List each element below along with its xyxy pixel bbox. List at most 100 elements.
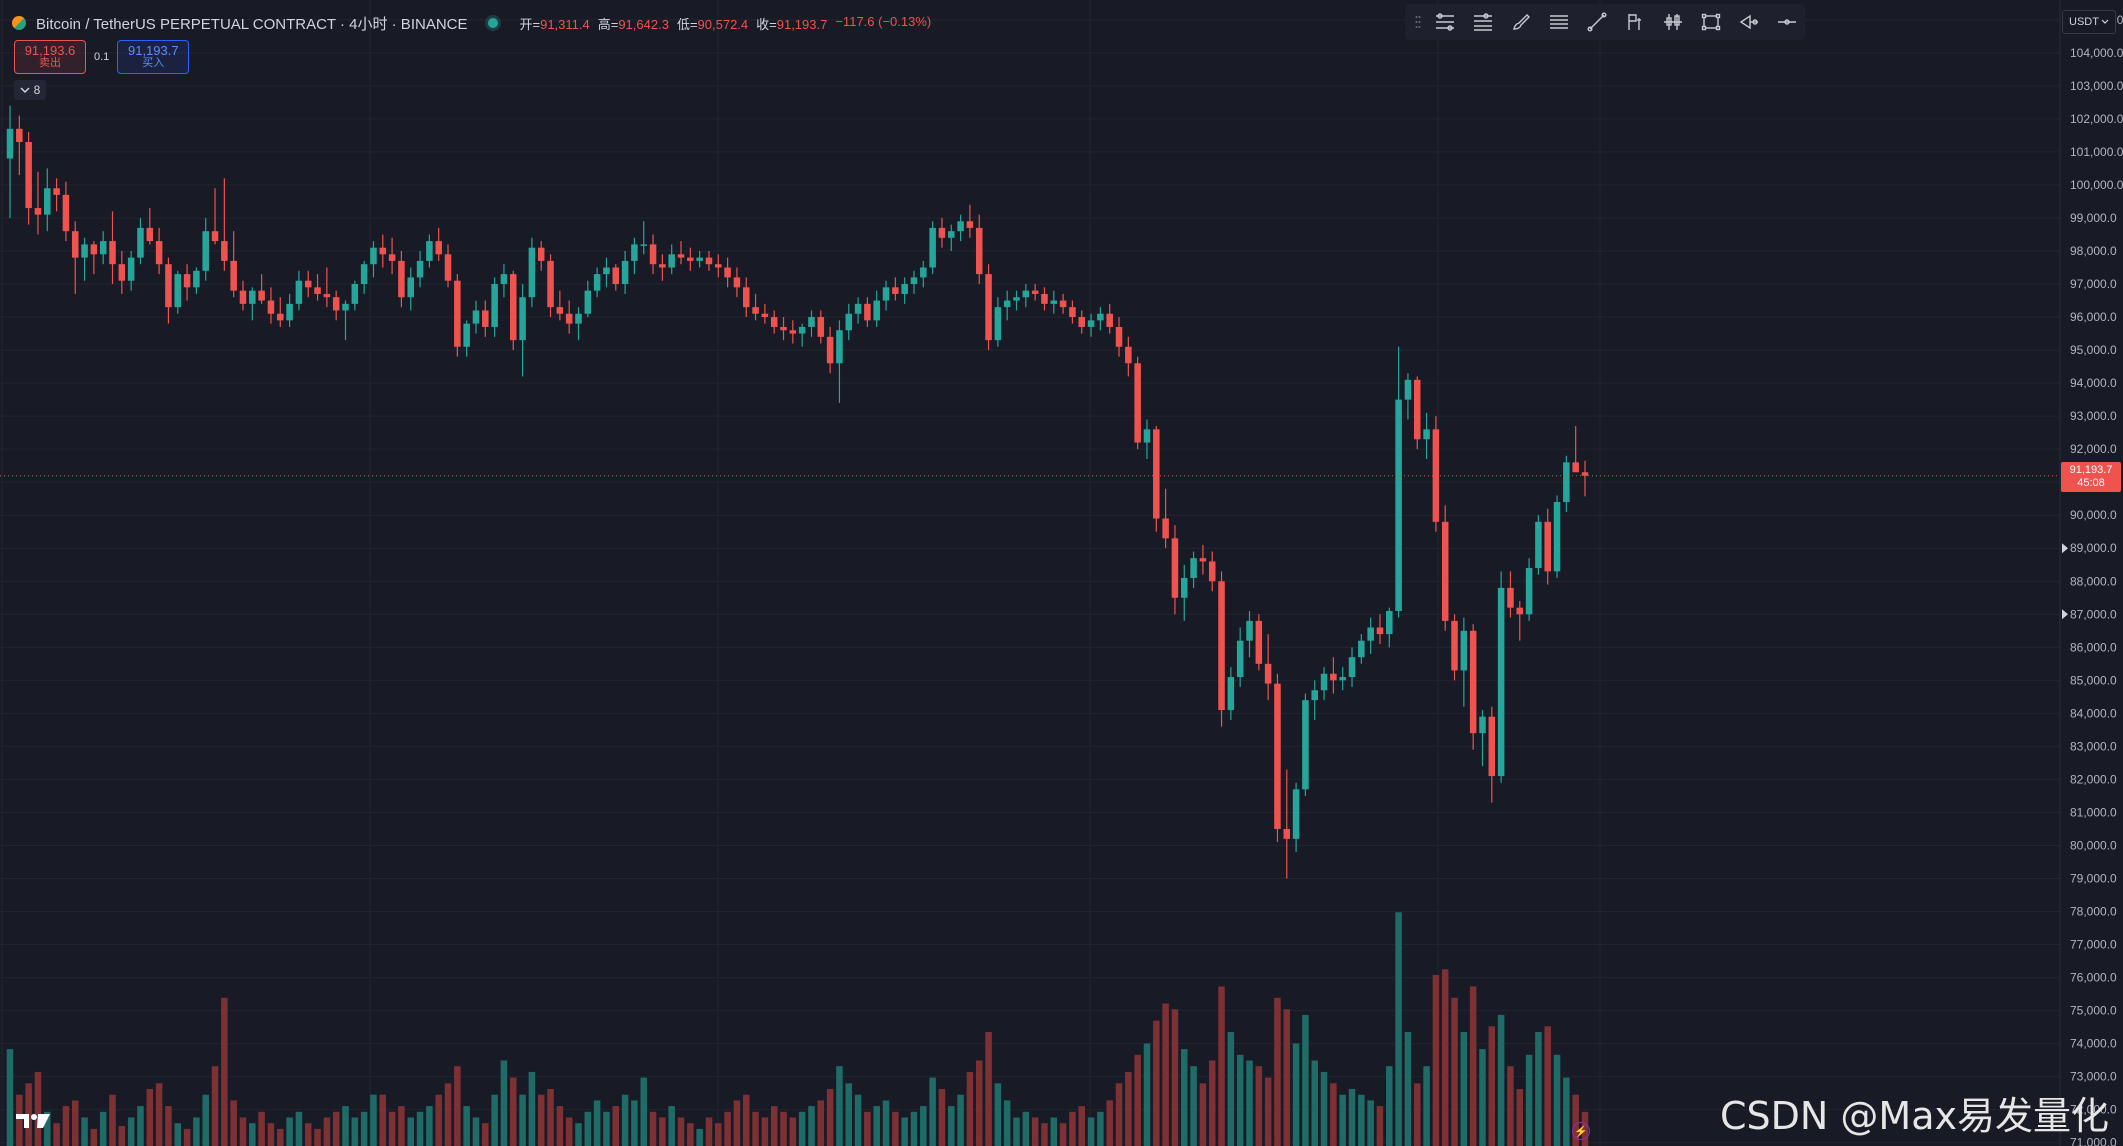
candle-body xyxy=(1069,307,1076,318)
volume-bar xyxy=(1525,1054,1533,1146)
volume-bar xyxy=(1162,1003,1169,1146)
fib-channel-icon[interactable] xyxy=(1467,8,1499,36)
candle-body xyxy=(1134,363,1141,443)
volume-bar xyxy=(1106,1100,1113,1146)
candle-body xyxy=(1469,630,1477,734)
price-tick-label: 77,000.0 xyxy=(2070,938,2117,952)
volume-bar xyxy=(957,1094,964,1146)
candle-body xyxy=(44,188,51,215)
parallel-channel-icon[interactable] xyxy=(1543,8,1575,36)
current-price-value: 91,193.7 xyxy=(2069,463,2113,476)
lightning-icon[interactable]: ⚡ xyxy=(1572,1122,1590,1140)
price-tick-label: 76,000.0 xyxy=(2070,971,2117,985)
volume-bar xyxy=(1059,1123,1067,1146)
volume-bar xyxy=(165,1106,172,1146)
volume-bar xyxy=(34,1071,42,1146)
volume-bar xyxy=(109,1094,116,1146)
candle-body xyxy=(174,274,182,308)
candle-body xyxy=(62,194,70,232)
volume-bar xyxy=(1451,997,1458,1146)
candle-body xyxy=(221,241,228,261)
volume-bar xyxy=(239,1117,247,1146)
volume-bar xyxy=(649,1111,657,1146)
volume-bar xyxy=(398,1106,405,1146)
price-tick-label: 86,000.0 xyxy=(2070,640,2117,654)
candle-body xyxy=(612,267,620,285)
volume-bar xyxy=(1078,1106,1086,1146)
buy-button[interactable]: 91,193.7 买入 xyxy=(117,40,190,74)
symbol-title[interactable]: Bitcoin / TetherUS PERPETUAL CONTRACT · … xyxy=(36,15,468,33)
volume-bar xyxy=(519,1094,526,1146)
candle-body xyxy=(1171,538,1179,598)
grid xyxy=(0,0,2060,1146)
candle-body xyxy=(118,264,126,281)
volume-bar xyxy=(174,1123,182,1146)
candle-body xyxy=(71,231,79,258)
volume-bar xyxy=(155,1083,163,1146)
candle-body xyxy=(183,274,191,288)
sell-button[interactable]: 91,193.6 卖出 xyxy=(14,40,86,74)
price-axis[interactable]: 105,000.0104,000.0103,000.0102,000.0101,… xyxy=(2059,0,2123,1146)
candle-body xyxy=(1358,640,1365,658)
volume-bar xyxy=(687,1123,694,1146)
price-tick-label: 72,000.0 xyxy=(2070,1103,2117,1117)
volume-bar xyxy=(1097,1111,1104,1146)
price-tick-label: 80,000.0 xyxy=(2070,838,2117,852)
volume-bar xyxy=(1348,1089,1356,1146)
volume-bar xyxy=(6,1049,14,1146)
volume-bar xyxy=(1544,1026,1551,1146)
candle-body xyxy=(1302,700,1309,790)
volume-bar xyxy=(1311,1060,1318,1146)
volume-bar xyxy=(1553,1054,1561,1146)
candle-body xyxy=(193,270,200,288)
long-position-icon[interactable] xyxy=(1619,8,1651,36)
volume-bar xyxy=(808,1106,815,1146)
volume-bar xyxy=(836,1066,843,1146)
price-tick-label: 78,000.0 xyxy=(2070,905,2117,919)
sell-price: 91,193.6 xyxy=(24,43,76,58)
alert-marker-icon[interactable] xyxy=(2062,543,2068,554)
candle-body xyxy=(1423,429,1430,440)
trend-line-icon[interactable] xyxy=(1581,8,1613,36)
candle-body xyxy=(975,227,983,275)
price-tick-label: 90,000.0 xyxy=(2070,508,2117,522)
candle-body xyxy=(370,247,377,265)
volume-bar xyxy=(864,1111,871,1146)
volume-bar xyxy=(1423,1066,1430,1146)
alert-marker-icon[interactable] xyxy=(2062,609,2068,620)
indicators-toggle-button[interactable]: 8 xyxy=(14,80,46,100)
horizontal-line-icon[interactable] xyxy=(1771,8,1803,36)
candle-body xyxy=(99,241,107,255)
candle-body xyxy=(491,284,498,327)
fib-retracement-icon[interactable] xyxy=(1429,8,1461,36)
price-tick-label: 93,000.0 xyxy=(2070,409,2117,423)
volume-bar xyxy=(1535,1032,1542,1146)
price-tick-label: 82,000.0 xyxy=(2070,772,2117,786)
brush-icon[interactable] xyxy=(1505,8,1537,36)
trade-buttons: 91,193.6 卖出 0.1 91,193.7 买入 xyxy=(14,40,190,74)
price-range-icon[interactable] xyxy=(1657,8,1689,36)
volume-bar xyxy=(16,1094,23,1146)
tradingview-logo-icon[interactable] xyxy=(16,1112,50,1130)
candle-body xyxy=(864,303,871,321)
callout-icon[interactable] xyxy=(1733,8,1765,36)
volume-bar xyxy=(1041,1123,1048,1146)
candle-body xyxy=(537,247,545,261)
candle-body xyxy=(1013,297,1020,301)
volume-bar xyxy=(500,1060,508,1146)
volume-bar xyxy=(1572,1094,1579,1146)
candle-body xyxy=(668,254,675,268)
rectangle-icon[interactable] xyxy=(1695,8,1727,36)
candle-body xyxy=(1162,518,1169,539)
candle-body xyxy=(286,303,293,321)
currency-selector[interactable]: USDT xyxy=(2062,10,2116,34)
candle-body xyxy=(25,142,32,209)
candle-body xyxy=(500,274,508,285)
candle-body xyxy=(873,300,880,321)
drag-handle-icon[interactable] xyxy=(1413,13,1423,31)
ohlc-values: 开=91,311.4 高=91,642.3 低=90,572.4 收=91,19… xyxy=(520,14,932,33)
candle-body xyxy=(1246,620,1253,641)
candle-body xyxy=(966,221,974,228)
